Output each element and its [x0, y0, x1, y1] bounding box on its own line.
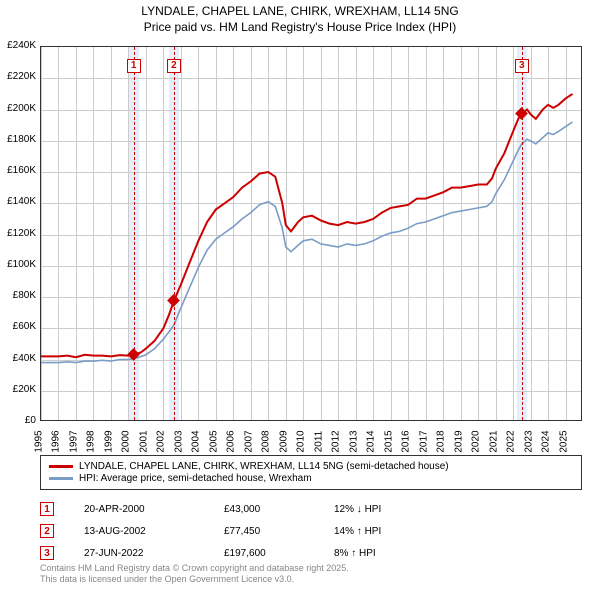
x-tick-label: 2002 — [156, 430, 167, 452]
x-tick-label: 2008 — [261, 430, 272, 452]
x-tick-label: 2012 — [331, 430, 342, 452]
x-tick-label: 2010 — [296, 430, 307, 452]
x-tick-label: 1997 — [69, 430, 80, 452]
x-tick-label: 2016 — [401, 430, 412, 452]
title-line2: Price paid vs. HM Land Registry's House … — [0, 20, 600, 36]
x-tick-label: 1999 — [104, 430, 115, 452]
x-tick-label: 2003 — [173, 430, 184, 452]
plot-area: 1 2 3 — [40, 46, 582, 421]
y-tick-label: £200K — [7, 103, 36, 114]
x-tick-label: 2017 — [418, 430, 429, 452]
y-tick-label: £40K — [13, 353, 36, 364]
chart-container: LYNDALE, CHAPEL LANE, CHIRK, WREXHAM, LL… — [0, 0, 600, 590]
x-tick-label: 2020 — [471, 430, 482, 452]
sales-table: 1 20-APR-2000 £43,000 12% ↓ HPI 2 13-AUG… — [40, 498, 582, 564]
table-row: 1 20-APR-2000 £43,000 12% ↓ HPI — [40, 498, 582, 520]
sale-marker: 2 — [40, 524, 54, 538]
y-tick-label: £100K — [7, 259, 36, 270]
x-tick-label: 1996 — [51, 430, 62, 452]
legend: LYNDALE, CHAPEL LANE, CHIRK, WREXHAM, LL… — [40, 455, 582, 490]
table-row: 3 27-JUN-2022 £197,600 8% ↑ HPI — [40, 542, 582, 564]
legend-swatch — [49, 465, 73, 468]
x-tick-label: 2001 — [139, 430, 150, 452]
x-tick-label: 1995 — [34, 430, 45, 452]
footer-line2: This data is licensed under the Open Gov… — [40, 574, 349, 586]
footer-line1: Contains HM Land Registry data © Crown c… — [40, 563, 349, 575]
legend-label: HPI: Average price, semi-detached house,… — [79, 473, 312, 484]
x-tick-label: 2005 — [208, 430, 219, 452]
y-tick-label: £20K — [13, 384, 36, 395]
x-tick-label: 2011 — [313, 431, 324, 453]
y-tick-label: £120K — [7, 228, 36, 239]
y-tick-label: £220K — [7, 71, 36, 82]
x-tick-label: 2004 — [191, 430, 202, 452]
x-tick-label: 2000 — [121, 430, 132, 452]
x-tick-label: 2023 — [523, 430, 534, 452]
title-line1: LYNDALE, CHAPEL LANE, CHIRK, WREXHAM, LL… — [0, 4, 600, 20]
legend-item: HPI: Average price, semi-detached house,… — [49, 473, 573, 484]
x-tick-label: 2015 — [383, 430, 394, 452]
series-line-blue — [41, 122, 573, 363]
sale-date: 13-AUG-2002 — [84, 526, 194, 537]
x-tick-label: 2018 — [436, 430, 447, 452]
chart-title: LYNDALE, CHAPEL LANE, CHIRK, WREXHAM, LL… — [0, 0, 600, 35]
sale-price: £197,600 — [224, 548, 304, 559]
sale-marker: 3 — [40, 546, 54, 560]
x-tick-label: 2007 — [243, 430, 254, 452]
legend-swatch — [49, 477, 73, 480]
series-line-red — [41, 94, 573, 357]
x-tick-label: 2006 — [226, 430, 237, 452]
y-tick-label: £80K — [13, 290, 36, 301]
sale-price: £43,000 — [224, 504, 304, 515]
annotation-marker: 1 — [127, 59, 141, 73]
x-tick-label: 2013 — [348, 430, 359, 452]
sale-date: 20-APR-2000 — [84, 504, 194, 515]
x-tick-label: 2009 — [278, 430, 289, 452]
footer: Contains HM Land Registry data © Crown c… — [40, 563, 349, 586]
annotation-marker: 2 — [167, 59, 181, 73]
x-tick-label: 2019 — [453, 430, 464, 452]
x-tick-label: 2014 — [366, 430, 377, 452]
chart-svg — [41, 47, 583, 422]
x-tick-label: 1998 — [86, 430, 97, 452]
x-tick-label: 2022 — [506, 430, 517, 452]
sale-diff: 8% ↑ HPI — [334, 548, 424, 559]
annotation-marker: 3 — [515, 59, 529, 73]
x-tick-label: 2021 — [488, 430, 499, 452]
x-tick-label: 2025 — [558, 430, 569, 452]
y-tick-label: £240K — [7, 40, 36, 51]
sale-diff: 12% ↓ HPI — [334, 504, 424, 515]
sale-date: 27-JUN-2022 — [84, 548, 194, 559]
legend-item: LYNDALE, CHAPEL LANE, CHIRK, WREXHAM, LL… — [49, 461, 573, 472]
y-tick-label: £0 — [25, 415, 36, 426]
sale-diff: 14% ↑ HPI — [334, 526, 424, 537]
y-tick-label: £180K — [7, 134, 36, 145]
legend-label: LYNDALE, CHAPEL LANE, CHIRK, WREXHAM, LL… — [79, 461, 449, 472]
y-tick-label: £60K — [13, 321, 36, 332]
sale-marker: 1 — [40, 502, 54, 516]
x-tick-label: 2024 — [541, 430, 552, 452]
table-row: 2 13-AUG-2002 £77,450 14% ↑ HPI — [40, 520, 582, 542]
sale-price: £77,450 — [224, 526, 304, 537]
y-tick-label: £140K — [7, 196, 36, 207]
y-tick-label: £160K — [7, 165, 36, 176]
